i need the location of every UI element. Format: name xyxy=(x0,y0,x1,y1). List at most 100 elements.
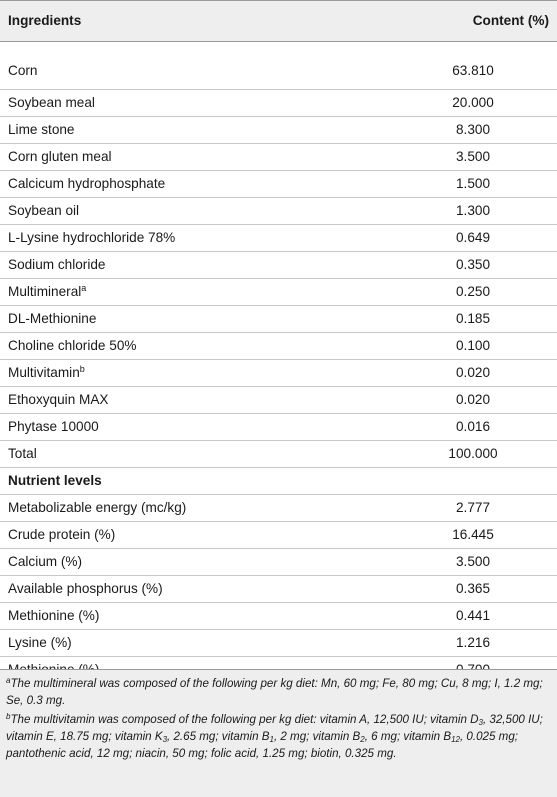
table-row: Soybean meal 20.000 xyxy=(0,90,557,117)
cell-text: Calcicum hydrophosphate xyxy=(8,176,166,191)
content-value: 0.020 xyxy=(455,365,491,380)
content-value: 2.777 xyxy=(455,500,491,515)
footnote-subscript: 1 xyxy=(269,735,274,744)
content-value: 0.441 xyxy=(455,608,491,623)
table-row: Corn gluten meal 3.500 xyxy=(0,144,557,171)
content-value: 1.300 xyxy=(455,203,491,218)
ingredient-name: Lysine (%) xyxy=(0,630,389,657)
table-row: Available phosphorus (%) 0.365 xyxy=(0,576,557,603)
cell-text: Phytase 10000 xyxy=(8,419,99,434)
ingredient-name: Available phosphorus (%) xyxy=(0,576,389,603)
footnote-b-mark: b xyxy=(6,712,11,721)
table-row: Soybean oil 1.300 xyxy=(0,198,557,225)
content-value: 0.185 xyxy=(455,311,491,326)
footnote-a-mark: a xyxy=(6,676,11,685)
cell-text: Total xyxy=(8,446,37,461)
cell-text: Lime stone xyxy=(8,122,75,137)
ingredient-name: Crude protein (%) xyxy=(0,522,389,549)
ingredient-name: Ethoxyquin MAX xyxy=(0,387,389,414)
ingredient-name: Choline chloride 50% xyxy=(0,333,389,360)
cell-text: Methionine (%) xyxy=(8,608,100,623)
table-row: L-Lysine hydrochloride 78% 0.649 xyxy=(0,225,557,252)
cell-text: Nutrient levels xyxy=(8,473,102,488)
ingredient-name: Sodium chloride xyxy=(0,252,389,279)
cell-text: Multimineral xyxy=(8,284,82,299)
cell-text: Lysine (%) xyxy=(8,635,72,650)
cell-text: Available phosphorus (%) xyxy=(8,581,163,596)
cell-text: Corn gluten meal xyxy=(8,149,112,164)
header-content: Content (%) xyxy=(389,0,557,42)
footnote-b-text: , 6 mg; vitamin B xyxy=(364,730,452,743)
section-heading: Nutrient levels xyxy=(0,468,389,495)
content-value: 8.300 xyxy=(455,122,491,137)
footnote-marker: b xyxy=(79,364,85,374)
header-row: Ingredients Content (%) xyxy=(0,0,557,42)
table-row: Calcicum hydrophosphate 1.500 xyxy=(0,171,557,198)
table-row: Choline chloride 50% 0.100 xyxy=(0,333,557,360)
footnote-subscript: 3 xyxy=(162,735,168,744)
footnote-a: aThe multimineral was composed of the fo… xyxy=(6,675,551,709)
ingredient-name: Phytase 10000 xyxy=(0,414,389,441)
ingredient-name: Soybean oil xyxy=(0,198,389,225)
table-row: Corn 63.810 xyxy=(0,42,557,90)
content-value: 0.365 xyxy=(455,581,491,596)
content-value: 0.649 xyxy=(455,230,491,245)
table-row: Lysine (%) 1.216 xyxy=(0,630,557,657)
header-ingredients: Ingredients xyxy=(0,0,389,42)
footnote-b-text: , 2 mg; vitamin B xyxy=(273,730,361,743)
table-row: Multivitaminb 0.020 xyxy=(0,360,557,387)
ingredient-name: Total xyxy=(0,441,389,468)
table-row: Sodium chloride 0.350 xyxy=(0,252,557,279)
footnotes: aThe multimineral was composed of the fo… xyxy=(0,669,557,797)
footnote-subscript: 2 xyxy=(360,735,365,744)
footnote-subscript: 12 xyxy=(451,735,460,744)
table-row: Methionine (%) 0.441 xyxy=(0,603,557,630)
content-value: 3.500 xyxy=(455,149,491,164)
cell-text: Soybean oil xyxy=(8,203,80,218)
ingredient-name: Corn xyxy=(0,42,389,90)
ingredient-name: Multiminerala xyxy=(0,279,389,306)
ingredient-name: Calcicum hydrophosphate xyxy=(0,171,389,198)
cell-text: Sodium chloride xyxy=(8,257,106,272)
table-row: Ethoxyquin MAX 0.020 xyxy=(0,387,557,414)
content-value: 0.020 xyxy=(455,392,491,407)
table-row: DL-Methionine 0.185 xyxy=(0,306,557,333)
ingredient-name: Soybean meal xyxy=(0,90,389,117)
footnote-a-text: The multimineral was composed of the fol… xyxy=(6,677,543,707)
content-value: 0.350 xyxy=(455,257,491,272)
content-value: 1.216 xyxy=(455,635,491,650)
ingredient-name: Lime stone xyxy=(0,117,389,144)
content-value xyxy=(389,468,557,495)
ingredient-name: Corn gluten meal xyxy=(0,144,389,171)
content-value: 0.100 xyxy=(455,338,491,353)
table-row: Metabolizable energy (mc/kg) 2.777 xyxy=(0,495,557,522)
footnote-b: bThe multivitamin was composed of the fo… xyxy=(6,711,551,762)
ingredient-name: Calcium (%) xyxy=(0,549,389,576)
footnote-b-text: The multivitamin was composed of the fol… xyxy=(10,713,479,726)
ingredient-name: Methionine (%) xyxy=(0,603,389,630)
footnote-b-text: , 0.025 mg; pantothenic acid, 12 mg; nia… xyxy=(6,730,518,760)
cell-text: Multivitamin xyxy=(8,365,80,380)
cell-text: L-Lysine hydrochloride 78% xyxy=(8,230,176,245)
content-value: 100.000 xyxy=(448,446,498,461)
ingredient-name: DL-Methionine xyxy=(0,306,389,333)
diet-composition-table: Ingredients Content (%) Corn 63.810 Soybea… xyxy=(0,0,557,684)
ingredient-name: Multivitaminb xyxy=(0,360,389,387)
cell-text: DL-Methionine xyxy=(8,311,97,326)
ingredient-name: Metabolizable energy (mc/kg) xyxy=(0,495,389,522)
table-row: Lime stone 8.300 xyxy=(0,117,557,144)
ingredient-name: L-Lysine hydrochloride 78% xyxy=(0,225,389,252)
content-value: 0.250 xyxy=(455,284,491,299)
section-row: Nutrient levels xyxy=(0,468,557,495)
content-value: 0.016 xyxy=(455,419,491,434)
cell-text: Soybean meal xyxy=(8,95,95,110)
cell-text: Metabolizable energy (mc/kg) xyxy=(8,500,187,515)
cell-text: Crude protein (%) xyxy=(8,527,116,542)
content-value: 63.810 xyxy=(452,62,494,78)
content-value: 20.000 xyxy=(452,95,494,110)
footnote-b-text: , 32,500 IU; vitamin E, 18.75 mg; vitami… xyxy=(6,713,543,743)
table-body: Corn 63.810 Soybean meal 20.000 Lime stone 8.… xyxy=(0,42,557,684)
table-row: Crude protein (%) 16.445 xyxy=(0,522,557,549)
footnote-subscript: 3 xyxy=(478,718,483,727)
